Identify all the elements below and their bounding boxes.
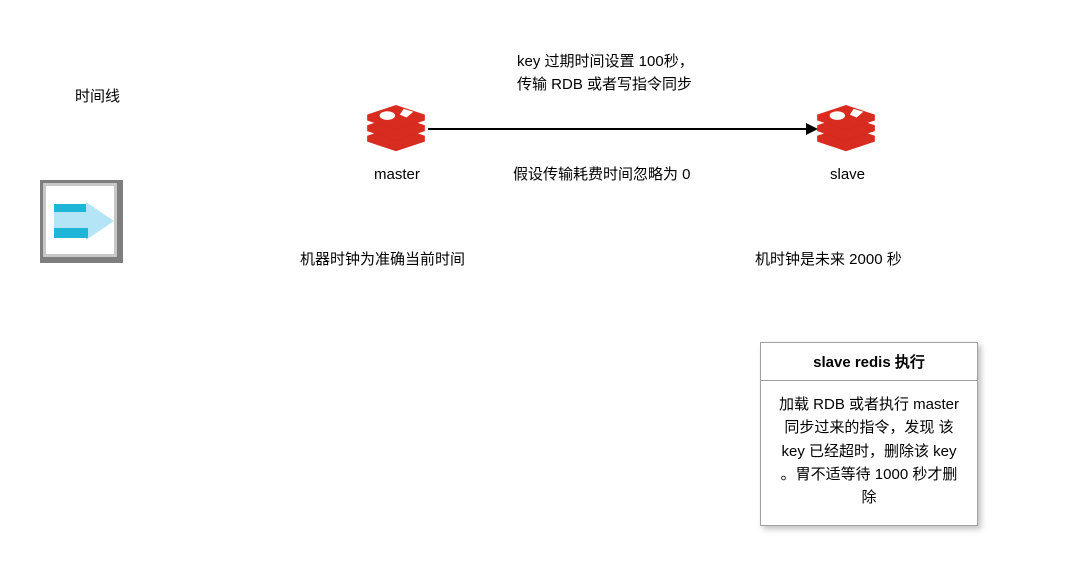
slave-clock-note: 机时钟是未来 2000 秒 bbox=[755, 248, 902, 269]
timeline-icon bbox=[40, 180, 130, 270]
master-label: master bbox=[374, 166, 420, 183]
timeline-title: 时间线 bbox=[75, 85, 120, 106]
sync-arrow-head bbox=[806, 123, 818, 135]
sync-arrow bbox=[428, 128, 808, 130]
slave-exec-note: slave redis 执行 加载 RDB 或者执行 master 同步过来的指… bbox=[760, 342, 978, 526]
arrow-top-line2: 传输 RDB 或者写指令同步 bbox=[517, 74, 694, 97]
arrow-top-line1: key 过期时间设置 100秒， bbox=[517, 51, 694, 74]
arrow-top-caption: key 过期时间设置 100秒， 传输 RDB 或者写指令同步 bbox=[517, 51, 694, 96]
note-body: 加载 RDB 或者执行 master 同步过来的指令，发现 该 key 已经超时… bbox=[761, 381, 977, 525]
arrow-bottom-caption: 假设传输耗费时间忽略为 0 bbox=[513, 163, 691, 184]
slave-label: slave bbox=[830, 166, 865, 183]
redis-slave-icon bbox=[817, 105, 875, 155]
note-title: slave redis 执行 bbox=[761, 343, 977, 381]
redis-master-icon bbox=[367, 105, 425, 155]
master-clock-note: 机器时钟为准确当前时间 bbox=[300, 248, 465, 269]
